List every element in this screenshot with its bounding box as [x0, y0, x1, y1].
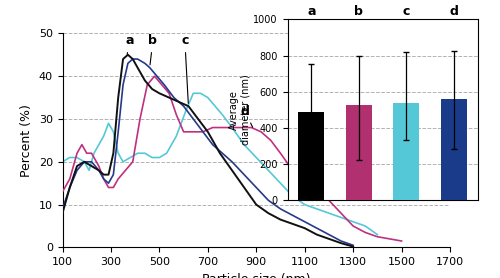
X-axis label: Particle size (nm): Particle size (nm) — [202, 273, 310, 278]
Bar — [440, 99, 467, 200]
Text: b: b — [354, 5, 363, 18]
Bar — [346, 105, 372, 200]
Text: a: a — [307, 5, 316, 18]
Text: a: a — [126, 34, 134, 54]
Bar — [393, 103, 419, 200]
Text: d: d — [240, 105, 252, 127]
Bar — [298, 111, 324, 200]
Y-axis label: Percent (%): Percent (%) — [20, 104, 33, 177]
Text: b: b — [148, 34, 158, 65]
Y-axis label: Average
diameter (nm): Average diameter (nm) — [229, 75, 250, 145]
Text: d: d — [450, 5, 458, 18]
Text: c: c — [402, 5, 410, 18]
Text: c: c — [181, 34, 188, 103]
